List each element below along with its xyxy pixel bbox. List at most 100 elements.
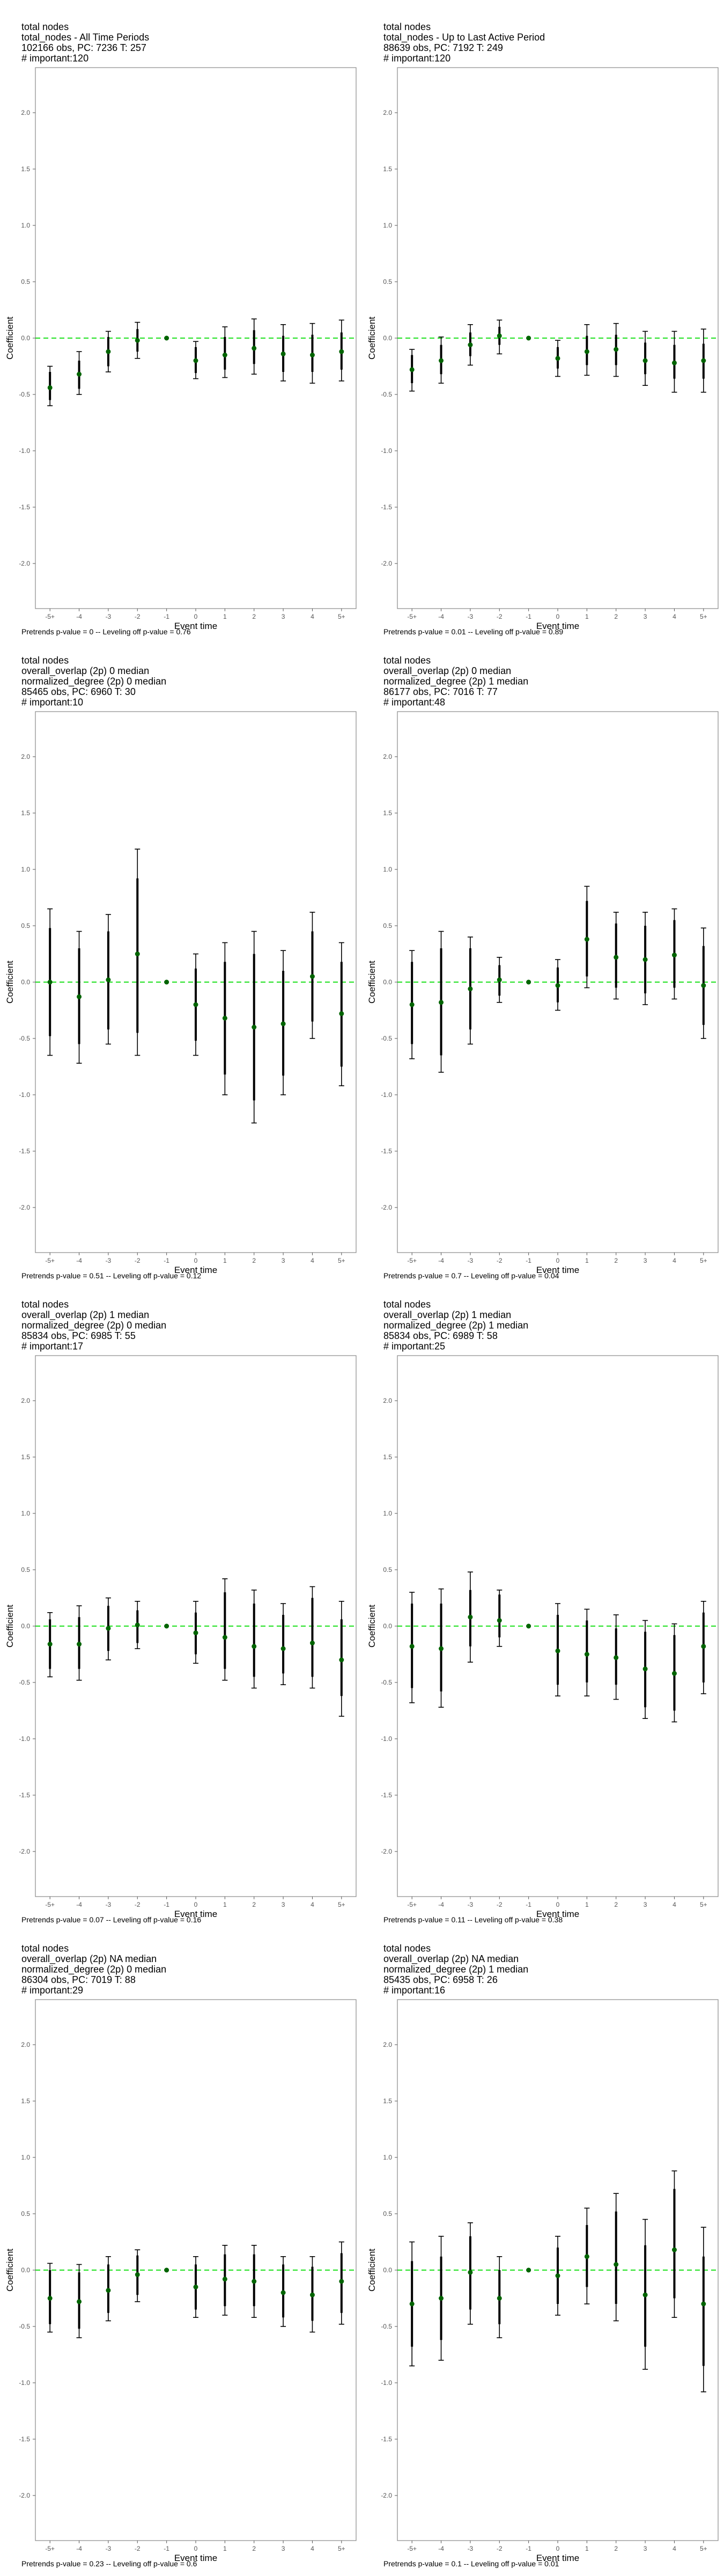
x-tick-label: 1 <box>585 1257 589 1264</box>
y-tick-label: -1.0 <box>381 2379 392 2387</box>
y-tick-label: 2.0 <box>21 753 30 760</box>
y-tick-label: 0.5 <box>21 278 30 286</box>
panel-title-line: 85465 obs, PC: 6960 T: 30 <box>21 686 136 697</box>
coefficient-point <box>671 1671 677 1676</box>
panel-title-line: total nodes <box>383 21 431 32</box>
x-tick-label: 2 <box>252 613 256 620</box>
y-tick-label: 1.5 <box>21 809 30 817</box>
y-tick-label: 2.0 <box>21 109 30 116</box>
x-tick-label: 0 <box>194 1257 198 1264</box>
y-tick-label: 0.0 <box>383 1622 392 1630</box>
x-tick-label: -5+ <box>407 2545 417 2552</box>
x-tick-label: -4 <box>438 2545 444 2552</box>
coefficient-point <box>193 358 198 363</box>
y-axis-label: Coefficient <box>367 1605 377 1648</box>
coefficient-point <box>701 2301 706 2307</box>
coefficient-point <box>701 358 706 363</box>
y-axis-label: Coefficient <box>5 317 15 360</box>
y-tick-label: -1.5 <box>19 2435 30 2443</box>
y-tick-label: -2.0 <box>19 1204 30 1211</box>
panel-title-line: # important:48 <box>383 697 445 708</box>
y-tick-label: 2.0 <box>21 2041 30 2048</box>
y-tick-label: 1.5 <box>21 165 30 173</box>
x-tick-label: 1 <box>585 613 589 620</box>
y-tick-label: -0.5 <box>19 1035 30 1042</box>
panel-title-line: 85834 obs, PC: 6985 T: 55 <box>21 1330 136 1341</box>
x-axis-label: Event time <box>536 1909 579 1919</box>
x-tick-label: 4 <box>311 613 314 620</box>
x-tick-label: -5+ <box>45 613 55 620</box>
x-tick-label: 4 <box>673 1901 676 1908</box>
x-tick-label: 5+ <box>700 613 707 620</box>
panel-title-line: normalized_degree (2p) 0 median <box>21 676 166 687</box>
coefficient-point <box>526 335 531 341</box>
panel-title-line: total nodes <box>21 1299 69 1310</box>
y-tick-label: 0.0 <box>21 2266 30 2274</box>
coefficient-point <box>222 353 227 357</box>
y-tick-label: 2.0 <box>383 2041 392 2048</box>
y-tick-label: 0.5 <box>21 922 30 930</box>
x-tick-label: 5+ <box>700 1901 707 1908</box>
x-tick-label: -4 <box>438 613 444 620</box>
y-tick-label: -1.5 <box>381 503 392 511</box>
y-tick-label: 1.0 <box>383 1510 392 1517</box>
y-tick-label: -1.5 <box>381 1147 392 1155</box>
coefficient-point <box>584 349 589 354</box>
coefficient-point <box>468 2270 473 2275</box>
coefficient-point <box>47 1642 53 1647</box>
x-tick-label: -5+ <box>45 1257 55 1264</box>
panel-title-line: overall_overlap (2p) 1 median <box>21 1309 149 1321</box>
x-tick-label: -4 <box>76 613 82 620</box>
y-tick-label: 1.0 <box>383 222 392 229</box>
x-axis-label: Event time <box>536 2553 579 2563</box>
x-tick-label: 3 <box>644 2545 647 2552</box>
x-tick-label: 1 <box>585 1901 589 1908</box>
x-axis-label: Event time <box>536 1265 579 1275</box>
panel-title-line: overall_overlap (2p) NA median <box>21 1953 157 1965</box>
coefficient-point <box>497 2296 502 2301</box>
y-tick-label: 0.0 <box>383 2266 392 2274</box>
y-tick-label: -1.5 <box>381 1791 392 1799</box>
coefficient-point <box>555 356 560 361</box>
pvalue-footer: Pretrends p-value = 0.23 -- Leveling off… <box>21 2559 197 2568</box>
x-tick-label: -4 <box>76 1257 82 1264</box>
x-tick-label: 5+ <box>338 2545 345 2552</box>
x-tick-label: 2 <box>614 1901 618 1908</box>
coefficient-point <box>642 957 648 962</box>
x-tick-label: 4 <box>673 2545 676 2552</box>
y-tick-label: -1.5 <box>381 2435 392 2443</box>
panel-title-line: 86304 obs, PC: 7019 T: 88 <box>21 1974 136 1985</box>
panel-title-line: normalized_degree (2p) 1 median <box>383 676 528 687</box>
y-tick-label: 1.0 <box>21 866 30 873</box>
coefficient-point <box>77 1642 82 1647</box>
pvalue-footer: Pretrends p-value = 0.1 -- Leveling off … <box>383 2559 559 2568</box>
x-tick-label: 0 <box>194 1901 198 1908</box>
y-tick-label: -0.5 <box>381 391 392 398</box>
y-tick-label: 1.5 <box>383 2097 392 2105</box>
coefficient-point <box>222 1635 227 1640</box>
coefficient-point <box>252 2279 257 2284</box>
x-tick-label: 3 <box>644 1901 647 1908</box>
panel-title-line: total nodes <box>21 655 69 666</box>
panel-title-line: 102166 obs, PC: 7236 T: 257 <box>21 42 146 53</box>
x-tick-label: -2 <box>135 2545 141 2552</box>
y-tick-label: -0.5 <box>19 391 30 398</box>
coefficient-point <box>309 1641 315 1645</box>
y-tick-label: 0.5 <box>21 1566 30 1574</box>
coefficient-point <box>439 1000 444 1005</box>
y-tick-label: 1.0 <box>21 2154 30 2161</box>
y-tick-label: 0.0 <box>21 1622 30 1630</box>
y-tick-label: 0.5 <box>383 1566 392 1574</box>
coefficient-point <box>222 1015 227 1021</box>
x-tick-label: 1 <box>223 1257 227 1264</box>
coefficient-point <box>642 358 648 363</box>
x-tick-label: 3 <box>644 1257 647 1264</box>
x-tick-label: -2 <box>497 1901 503 1908</box>
pvalue-footer: Pretrends p-value = 0.07 -- Leveling off… <box>21 1915 201 1924</box>
coefficient-point <box>47 979 53 985</box>
coefficient-point <box>701 1644 706 1649</box>
panel-title-line: total_nodes - All Time Periods <box>21 32 149 43</box>
